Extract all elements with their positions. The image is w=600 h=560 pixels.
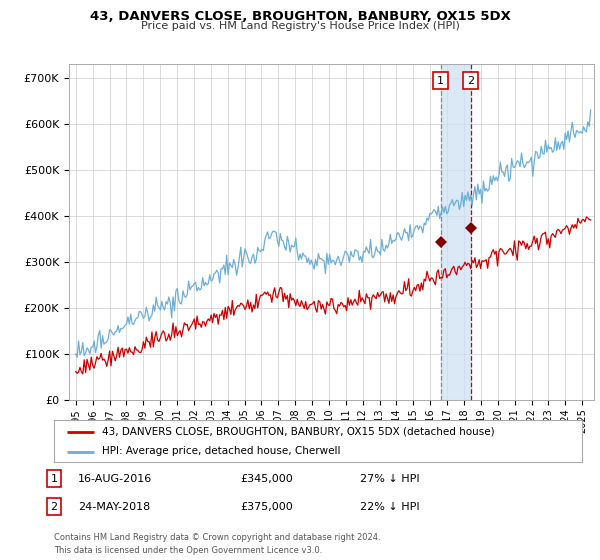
Text: Contains HM Land Registry data © Crown copyright and database right 2024.
This d: Contains HM Land Registry data © Crown c… bbox=[54, 533, 380, 554]
Text: £345,000: £345,000 bbox=[240, 474, 293, 484]
Text: 1: 1 bbox=[50, 474, 58, 484]
Text: HPI: Average price, detached house, Cherwell: HPI: Average price, detached house, Cher… bbox=[101, 446, 340, 456]
Text: 24-MAY-2018: 24-MAY-2018 bbox=[78, 502, 150, 512]
Text: 43, DANVERS CLOSE, BROUGHTON, BANBURY, OX15 5DX: 43, DANVERS CLOSE, BROUGHTON, BANBURY, O… bbox=[89, 10, 511, 22]
Text: 27% ↓ HPI: 27% ↓ HPI bbox=[360, 474, 419, 484]
Text: 1: 1 bbox=[437, 76, 445, 86]
Text: 22% ↓ HPI: 22% ↓ HPI bbox=[360, 502, 419, 512]
Text: 16-AUG-2016: 16-AUG-2016 bbox=[78, 474, 152, 484]
Text: 2: 2 bbox=[50, 502, 58, 512]
Text: £375,000: £375,000 bbox=[240, 502, 293, 512]
Text: Price paid vs. HM Land Registry's House Price Index (HPI): Price paid vs. HM Land Registry's House … bbox=[140, 21, 460, 31]
Text: 43, DANVERS CLOSE, BROUGHTON, BANBURY, OX15 5DX (detached house): 43, DANVERS CLOSE, BROUGHTON, BANBURY, O… bbox=[101, 427, 494, 437]
Text: 2: 2 bbox=[467, 76, 474, 86]
Bar bbox=[441, 64, 470, 400]
